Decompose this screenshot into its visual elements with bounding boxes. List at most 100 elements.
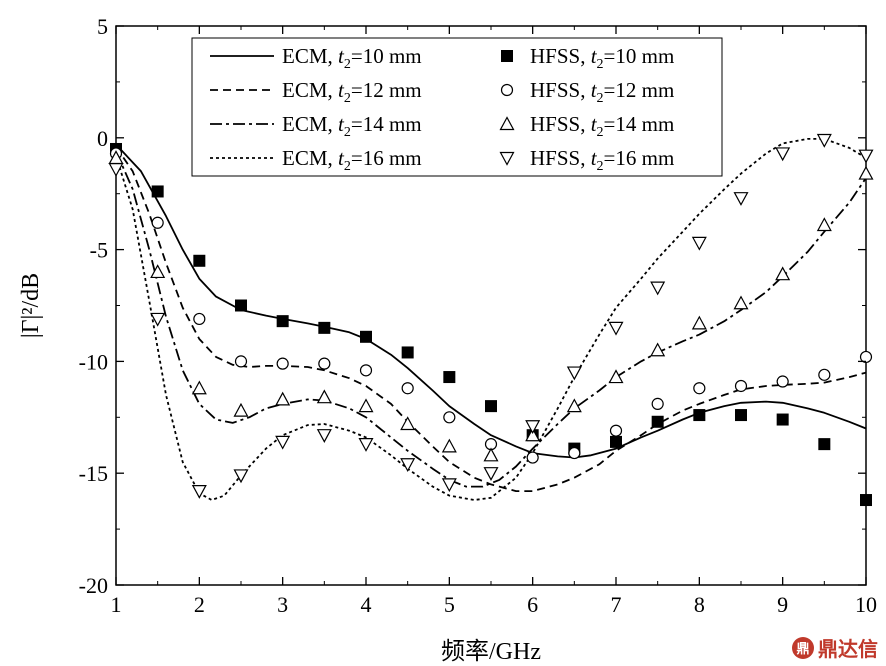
- y-tick-label: -20: [79, 573, 108, 598]
- data-point-marker: [610, 435, 622, 448]
- series-line: [115, 137, 867, 501]
- data-point-marker: [775, 266, 791, 281]
- data-point-marker: [776, 413, 789, 426]
- data-point-marker: [276, 315, 289, 328]
- y-tick-label: 5: [97, 14, 108, 39]
- series-line: [115, 150, 867, 488]
- data-point-marker: [525, 420, 541, 435]
- data-point-marker: [859, 350, 873, 364]
- data-point-marker: [526, 451, 539, 464]
- data-point-marker: [233, 469, 249, 484]
- x-tick-label: 3: [277, 592, 288, 617]
- legend-label: HFSS, t2=16 mm: [530, 146, 674, 174]
- data-point-marker: [400, 458, 416, 473]
- data-point-marker: [734, 379, 748, 393]
- data-point-marker: [733, 192, 749, 206]
- legend-label: ECM, t2=10 mm: [282, 44, 422, 72]
- data-point-marker: [691, 315, 707, 330]
- data-point-marker: [566, 366, 582, 381]
- data-point-marker: [360, 330, 372, 343]
- series-layer: [108, 133, 874, 507]
- data-point-marker: [693, 382, 706, 395]
- data-point-marker: [860, 494, 872, 507]
- data-point-marker: [775, 147, 791, 162]
- data-point-marker: [816, 217, 832, 232]
- legend-label: HFSS, t2=14 mm: [530, 112, 674, 140]
- watermark-seal-icon: 鼎: [792, 636, 814, 659]
- x-tick-label: 7: [611, 592, 622, 617]
- data-point-marker: [318, 357, 331, 370]
- data-point-marker: [235, 299, 247, 312]
- x-tick-label: 9: [777, 592, 788, 617]
- data-point-marker: [609, 424, 623, 437]
- x-tick-label: 10: [855, 592, 877, 617]
- legend-label: HFSS, t2=12 mm: [530, 78, 674, 106]
- data-point-marker: [651, 397, 664, 410]
- data-point-marker: [608, 369, 624, 384]
- data-point-marker: [818, 438, 831, 451]
- data-point-marker: [566, 398, 582, 413]
- watermark: 鼎 鼎达信: [792, 633, 878, 662]
- data-point-marker: [733, 295, 749, 310]
- x-tick-label: 2: [194, 592, 205, 617]
- y-tick-label: -15: [79, 461, 108, 486]
- data-point-marker: [234, 355, 248, 368]
- data-point-marker: [318, 321, 331, 334]
- legend-marker-swatch: [499, 151, 515, 166]
- data-point-marker: [150, 312, 166, 327]
- x-axis-title: 频率/GHz: [441, 638, 541, 665]
- data-point-marker: [358, 398, 374, 413]
- data-point-marker: [441, 478, 457, 493]
- data-point-marker: [858, 149, 874, 164]
- data-point-marker: [359, 364, 373, 377]
- data-point-marker: [858, 165, 874, 180]
- x-tick-label: 5: [444, 592, 455, 617]
- series-6: [109, 147, 873, 464]
- x-tick-label: 6: [527, 592, 538, 617]
- data-point-marker: [525, 427, 541, 442]
- data-point-marker: [816, 133, 832, 148]
- series-8: [108, 133, 874, 499]
- x-tick-label: 4: [361, 592, 372, 617]
- data-point-marker: [316, 389, 332, 404]
- data-point-marker: [400, 416, 416, 431]
- data-point-marker: [483, 447, 499, 462]
- data-point-marker: [401, 382, 414, 395]
- data-point-marker: [193, 254, 206, 267]
- data-point-marker: [608, 321, 624, 336]
- data-point-marker: [651, 415, 664, 428]
- legend: ECM, t2=10 mm ECM, t2=12 mm ECM, t2=14 mm E…: [191, 37, 723, 177]
- data-point-marker: [483, 467, 499, 481]
- y-tick-label: -10: [79, 349, 108, 374]
- legend-label: ECM, t2=16 mm: [282, 146, 422, 174]
- legend-marker-swatch: [499, 116, 515, 131]
- data-point-marker: [108, 163, 124, 177]
- y-axis-title: |Γ|²/dB: [18, 273, 44, 338]
- data-point-marker: [193, 312, 206, 326]
- y-tick-label: 0: [97, 126, 108, 151]
- data-point-marker: [735, 409, 747, 422]
- data-point-marker: [818, 368, 831, 381]
- data-point-marker: [443, 411, 456, 424]
- data-point-marker: [276, 357, 289, 370]
- data-point-marker: [401, 346, 414, 359]
- legend-label: ECM, t2=12 mm: [282, 78, 422, 106]
- series-7: [108, 150, 874, 462]
- watermark-text: 鼎达信: [818, 637, 878, 661]
- data-point-marker: [151, 216, 164, 229]
- data-point-marker: [776, 375, 789, 388]
- legend-label: ECM, t2=14 mm: [282, 112, 422, 140]
- series-4: [115, 137, 867, 501]
- data-point-marker: [191, 484, 207, 499]
- series-line: [115, 146, 867, 493]
- data-point-marker: [275, 435, 291, 450]
- data-point-marker: [151, 185, 164, 198]
- legend-label: HFSS, t2=10 mm: [530, 44, 674, 72]
- data-point-marker: [441, 438, 457, 453]
- x-tick-label: 8: [694, 592, 705, 617]
- data-point-marker: [191, 380, 207, 395]
- data-point-marker: [485, 400, 497, 413]
- data-point-marker: [691, 236, 707, 251]
- legend-box: [191, 37, 723, 177]
